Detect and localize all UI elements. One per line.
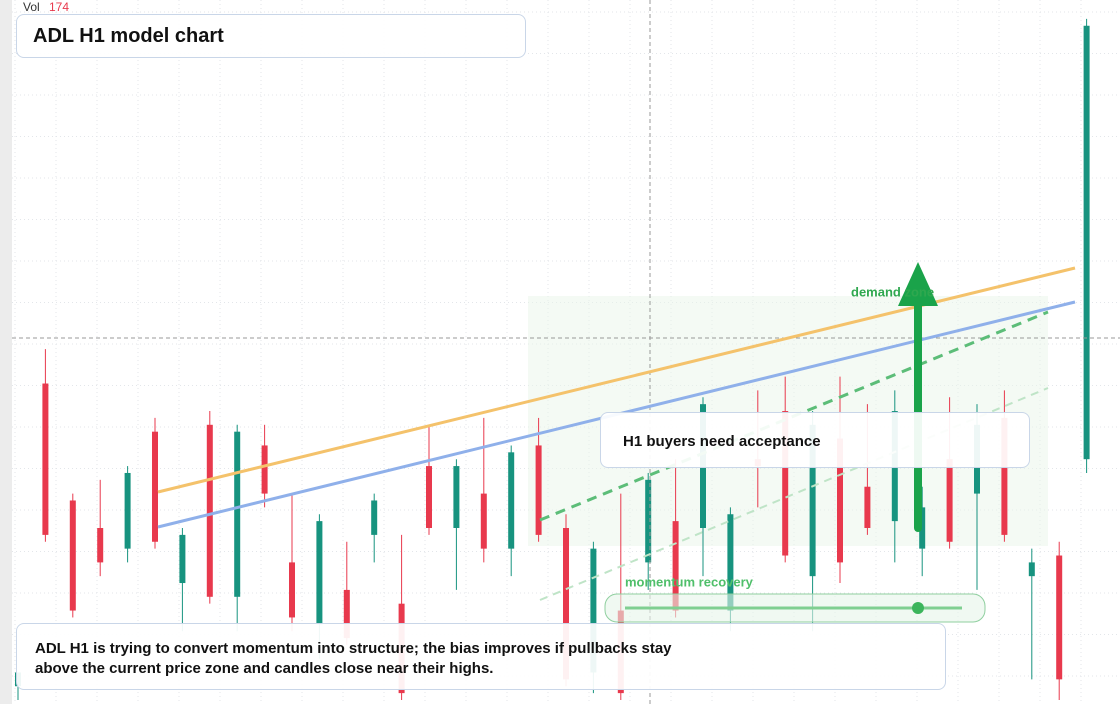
candle-body xyxy=(535,445,542,535)
zone-label: demand zone xyxy=(851,284,934,299)
recovery-label: momentum recovery xyxy=(625,574,754,589)
candle-body xyxy=(946,459,953,542)
candle-body xyxy=(837,438,843,563)
candle-body xyxy=(919,507,926,549)
candle-body xyxy=(480,493,487,549)
candle-body xyxy=(152,431,158,542)
candle-body xyxy=(289,562,295,618)
candle-body xyxy=(261,445,268,494)
candle-body xyxy=(426,466,432,528)
candle-body xyxy=(563,528,569,680)
candle-body xyxy=(590,548,597,673)
candle-body xyxy=(864,486,871,528)
candle-body xyxy=(371,500,378,535)
candle-body xyxy=(206,424,213,597)
candle-body xyxy=(1056,555,1063,680)
candle-body xyxy=(179,534,186,584)
candle-body xyxy=(97,528,104,563)
volume-label: Vol xyxy=(23,0,40,14)
callout-box: H1 buyers need acceptance xyxy=(600,412,1030,468)
recovery-dot xyxy=(912,602,924,614)
title-box: ADL H1 model chart xyxy=(16,14,526,58)
candle-body xyxy=(1028,562,1035,577)
candle-body xyxy=(69,500,76,611)
candle-body xyxy=(316,521,323,625)
candles xyxy=(15,18,1090,700)
candle-body xyxy=(645,479,652,563)
left-strip xyxy=(0,0,12,704)
dashed-line xyxy=(539,387,1049,601)
candle-body xyxy=(809,424,816,577)
candle-body xyxy=(1083,25,1090,460)
candle-body xyxy=(508,452,515,549)
note-box: ADL H1 is trying to convert momentum int… xyxy=(16,623,946,690)
chart-title: ADL H1 model chart xyxy=(33,25,224,47)
callout: H1 buyers need acceptance xyxy=(623,433,821,450)
candle-body xyxy=(672,521,679,611)
candle-body xyxy=(1001,417,1008,535)
candle-body xyxy=(124,472,131,549)
candle-body xyxy=(234,431,241,597)
candle-body xyxy=(782,411,789,556)
volume-value: 174 xyxy=(49,0,69,14)
candle-body xyxy=(343,589,350,639)
candle-body xyxy=(727,514,734,611)
note: ADL H1 is trying to convert momentum int… xyxy=(35,640,672,677)
candle-body xyxy=(42,383,49,535)
arrow-head xyxy=(898,262,938,306)
candle-body xyxy=(453,466,460,528)
